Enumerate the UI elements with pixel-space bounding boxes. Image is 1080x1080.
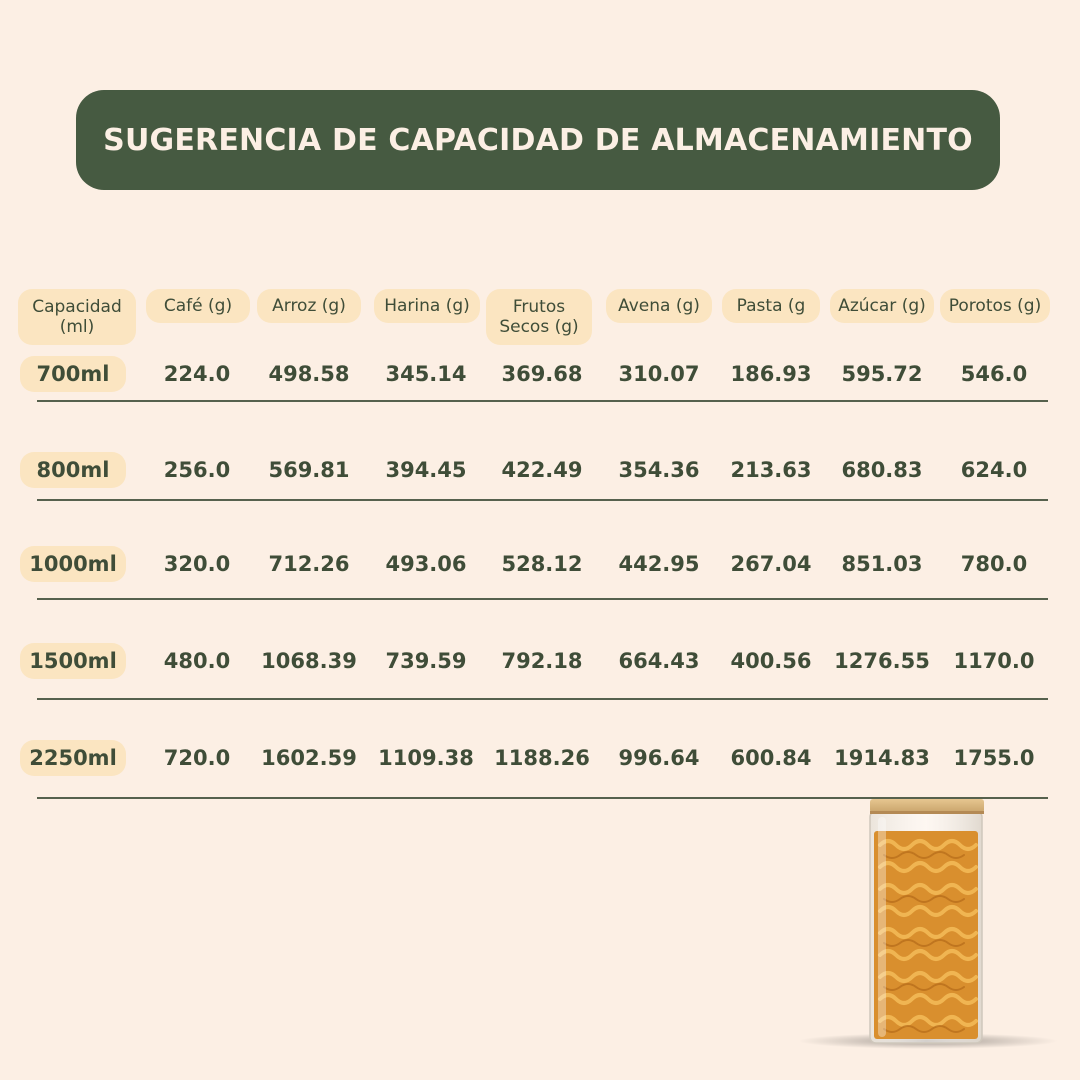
row-divider bbox=[37, 400, 1048, 402]
table-cell: 528.12 bbox=[501, 552, 583, 576]
header-avena: Avena (g) bbox=[606, 289, 712, 323]
table-cell: 569.81 bbox=[268, 458, 350, 482]
table-cell: 1170.0 bbox=[953, 649, 1035, 673]
table-cell: 996.64 bbox=[618, 746, 700, 770]
header-harina: Harina (g) bbox=[374, 289, 480, 323]
table-cell: 354.36 bbox=[618, 458, 700, 482]
header-cafe: Café (g) bbox=[146, 289, 250, 323]
table-cell: 186.93 bbox=[730, 362, 812, 386]
table-cell: 1068.39 bbox=[261, 649, 357, 673]
table-cell: 1188.26 bbox=[494, 746, 590, 770]
row-label: 2250ml bbox=[20, 740, 126, 776]
title-banner: SUGERENCIA DE CAPACIDAD DE ALMACENAMIENT… bbox=[76, 90, 1000, 190]
table-cell: 394.45 bbox=[385, 458, 467, 482]
table-cell: 320.0 bbox=[163, 552, 231, 576]
header-capacidad: Capacidad (ml) bbox=[18, 289, 136, 345]
table-cell: 1276.55 bbox=[834, 649, 930, 673]
table-cell: 712.26 bbox=[268, 552, 350, 576]
table-cell: 1914.83 bbox=[834, 746, 930, 770]
table-cell: 400.56 bbox=[730, 649, 812, 673]
table-cell: 792.18 bbox=[501, 649, 583, 673]
header-frutos-secos: Frutos Secos (g) bbox=[486, 289, 592, 345]
table-cell: 624.0 bbox=[960, 458, 1028, 482]
table-cell: 442.95 bbox=[618, 552, 700, 576]
table-cell: 720.0 bbox=[163, 746, 231, 770]
table-cell: 480.0 bbox=[163, 649, 231, 673]
header-azucar: Azúcar (g) bbox=[830, 289, 934, 323]
row-label: 1000ml bbox=[20, 546, 126, 582]
table-cell: 345.14 bbox=[385, 362, 467, 386]
table-cell: 1109.38 bbox=[378, 746, 474, 770]
row-divider bbox=[37, 499, 1048, 501]
table-cell: 498.58 bbox=[268, 362, 350, 386]
table-cell: 546.0 bbox=[960, 362, 1028, 386]
table-cell: 595.72 bbox=[841, 362, 923, 386]
table-cell: 680.83 bbox=[841, 458, 923, 482]
row-label: 800ml bbox=[20, 452, 126, 488]
table-cell: 739.59 bbox=[385, 649, 467, 673]
table-cell: 256.0 bbox=[163, 458, 231, 482]
table-cell: 310.07 bbox=[618, 362, 700, 386]
page-title: SUGERENCIA DE CAPACIDAD DE ALMACENAMIENT… bbox=[103, 122, 973, 158]
table-cell: 1755.0 bbox=[953, 746, 1035, 770]
row-divider bbox=[37, 698, 1048, 700]
row-label: 1500ml bbox=[20, 643, 126, 679]
table-cell: 600.84 bbox=[730, 746, 812, 770]
row-divider bbox=[37, 598, 1048, 600]
header-porotos: Porotos (g) bbox=[940, 289, 1050, 323]
pasta-jar-image bbox=[800, 799, 1058, 1049]
table-cell: 780.0 bbox=[960, 552, 1028, 576]
table-cell: 224.0 bbox=[163, 362, 231, 386]
table-cell: 1602.59 bbox=[261, 746, 357, 770]
header-pasta: Pasta (g bbox=[722, 289, 820, 323]
row-label: 700ml bbox=[20, 356, 126, 392]
row-divider bbox=[37, 797, 1048, 799]
table-cell: 213.63 bbox=[730, 458, 812, 482]
table-cell: 267.04 bbox=[730, 552, 812, 576]
header-arroz: Arroz (g) bbox=[257, 289, 361, 323]
table-cell: 664.43 bbox=[618, 649, 700, 673]
table-cell: 369.68 bbox=[501, 362, 583, 386]
table-cell: 851.03 bbox=[841, 552, 923, 576]
table-cell: 493.06 bbox=[385, 552, 467, 576]
table-cell: 422.49 bbox=[501, 458, 583, 482]
